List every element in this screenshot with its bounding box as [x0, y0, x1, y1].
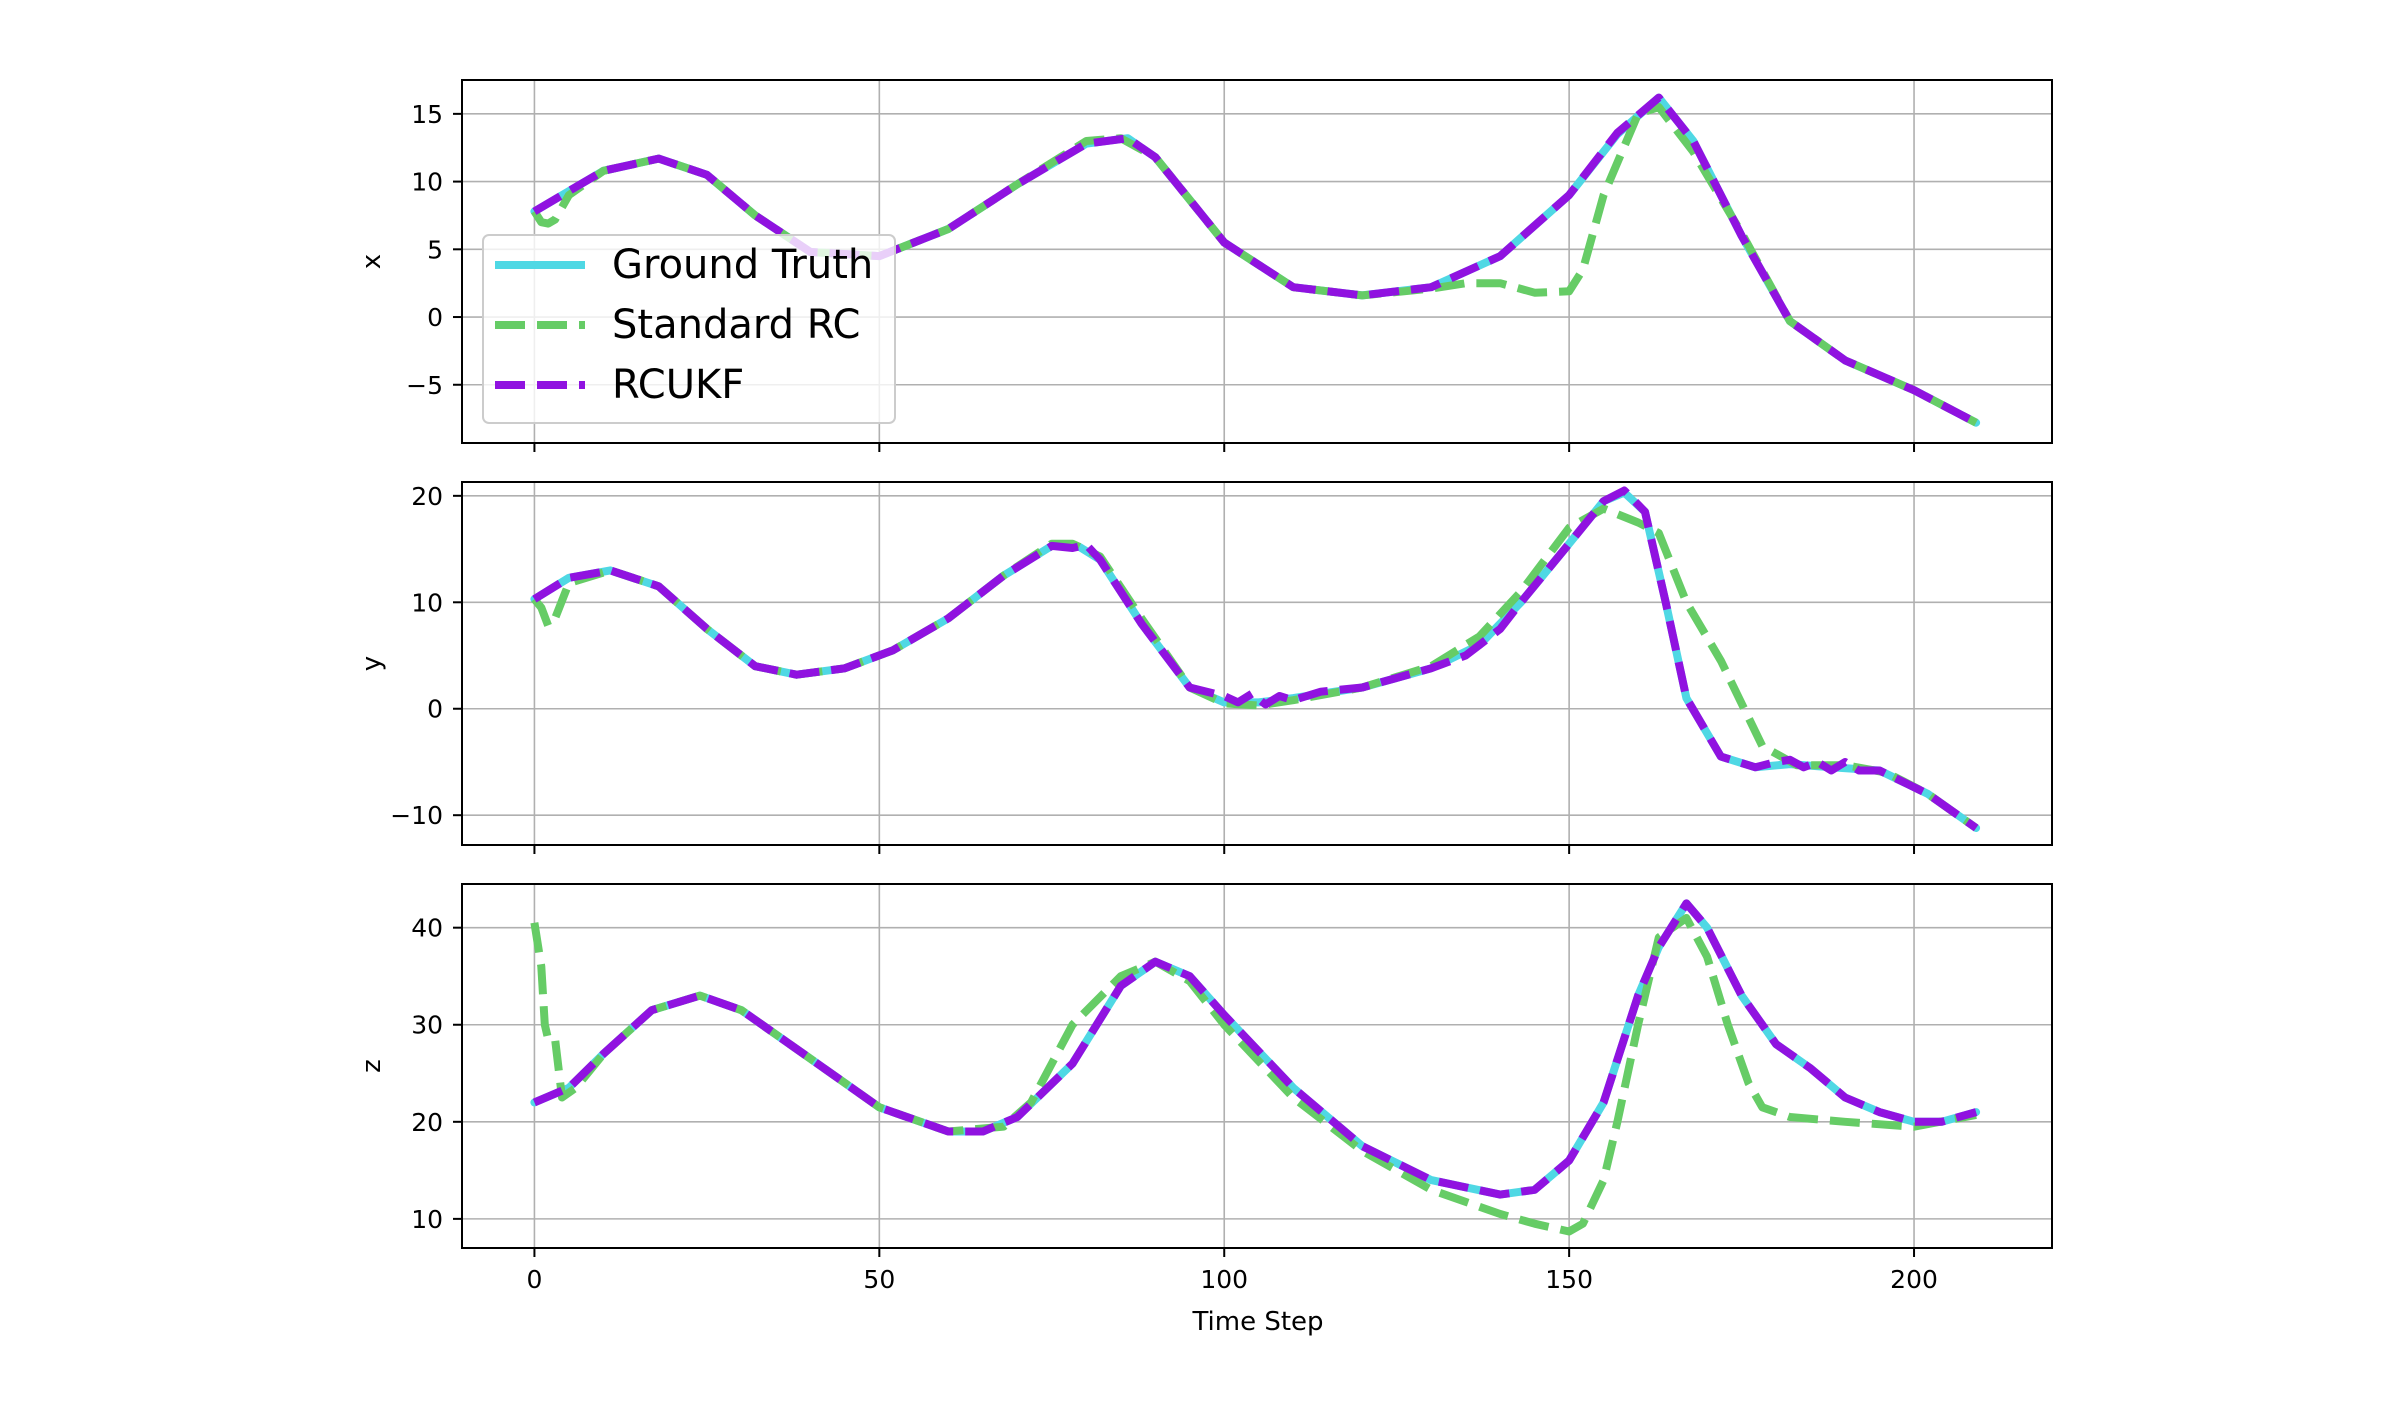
series-line-rcukf	[532, 899, 1978, 1199]
legend: Ground Truth Standard RC RCUKF	[482, 234, 896, 424]
y-tick-label: 10	[411, 588, 443, 617]
y-tick-label: 5	[427, 235, 443, 264]
series-line-rcukf	[532, 486, 1979, 832]
x-tick-label: 100	[1200, 1265, 1248, 1294]
grid-z	[462, 884, 2052, 1248]
legend-box	[482, 234, 896, 424]
y-tick-label: 30	[411, 1011, 443, 1040]
legend-label-standard-rc: Standard RC	[612, 302, 860, 348]
y-tick-label: 15	[411, 100, 443, 129]
x-tick-label: 150	[1545, 1265, 1593, 1294]
x-tick-label: 50	[863, 1265, 895, 1294]
legend-label-rcukf: RCUKF	[612, 362, 744, 408]
plot-frame	[461, 481, 2053, 846]
series-group-z	[530, 899, 1981, 1236]
x-tick-label: 0	[526, 1265, 542, 1294]
y-tick-label: −5	[406, 371, 443, 400]
y-axis-label: y	[357, 656, 387, 671]
y-tick-label: 10	[411, 168, 443, 197]
y-tick-label: 20	[411, 1108, 443, 1137]
chart-panels: −5 0 5 10 15 x −10 0 10 20 y 0 50 100 150 200 10 20 30 40 z	[357, 79, 2053, 1294]
y-tick-label: 0	[427, 695, 443, 724]
plot-frame	[461, 79, 2053, 444]
series-line-rcukf	[532, 93, 1978, 427]
series-group-y	[530, 486, 1981, 832]
y-axis-label: z	[357, 1059, 387, 1073]
y-tick-label: 40	[411, 914, 443, 943]
series-group-x	[530, 93, 1981, 427]
plot-frame	[461, 883, 2053, 1249]
panel-z: 0 50 100 150 200 10 20 30 40 z	[357, 883, 2053, 1294]
y-axis-label: x	[357, 254, 387, 269]
x-tick-label: 200	[1890, 1265, 1938, 1294]
legend-label-ground-truth: Ground Truth	[612, 242, 873, 288]
y-tick-label: 10	[411, 1205, 443, 1234]
grid-y	[462, 482, 2052, 845]
y-tick-label: −10	[390, 801, 443, 830]
y-tick-label: 20	[411, 482, 443, 511]
x-axis-label: Time Step	[1191, 1307, 1323, 1337]
y-tick-label: 0	[427, 303, 443, 332]
panel-y: −10 0 10 20 y	[357, 481, 2053, 854]
